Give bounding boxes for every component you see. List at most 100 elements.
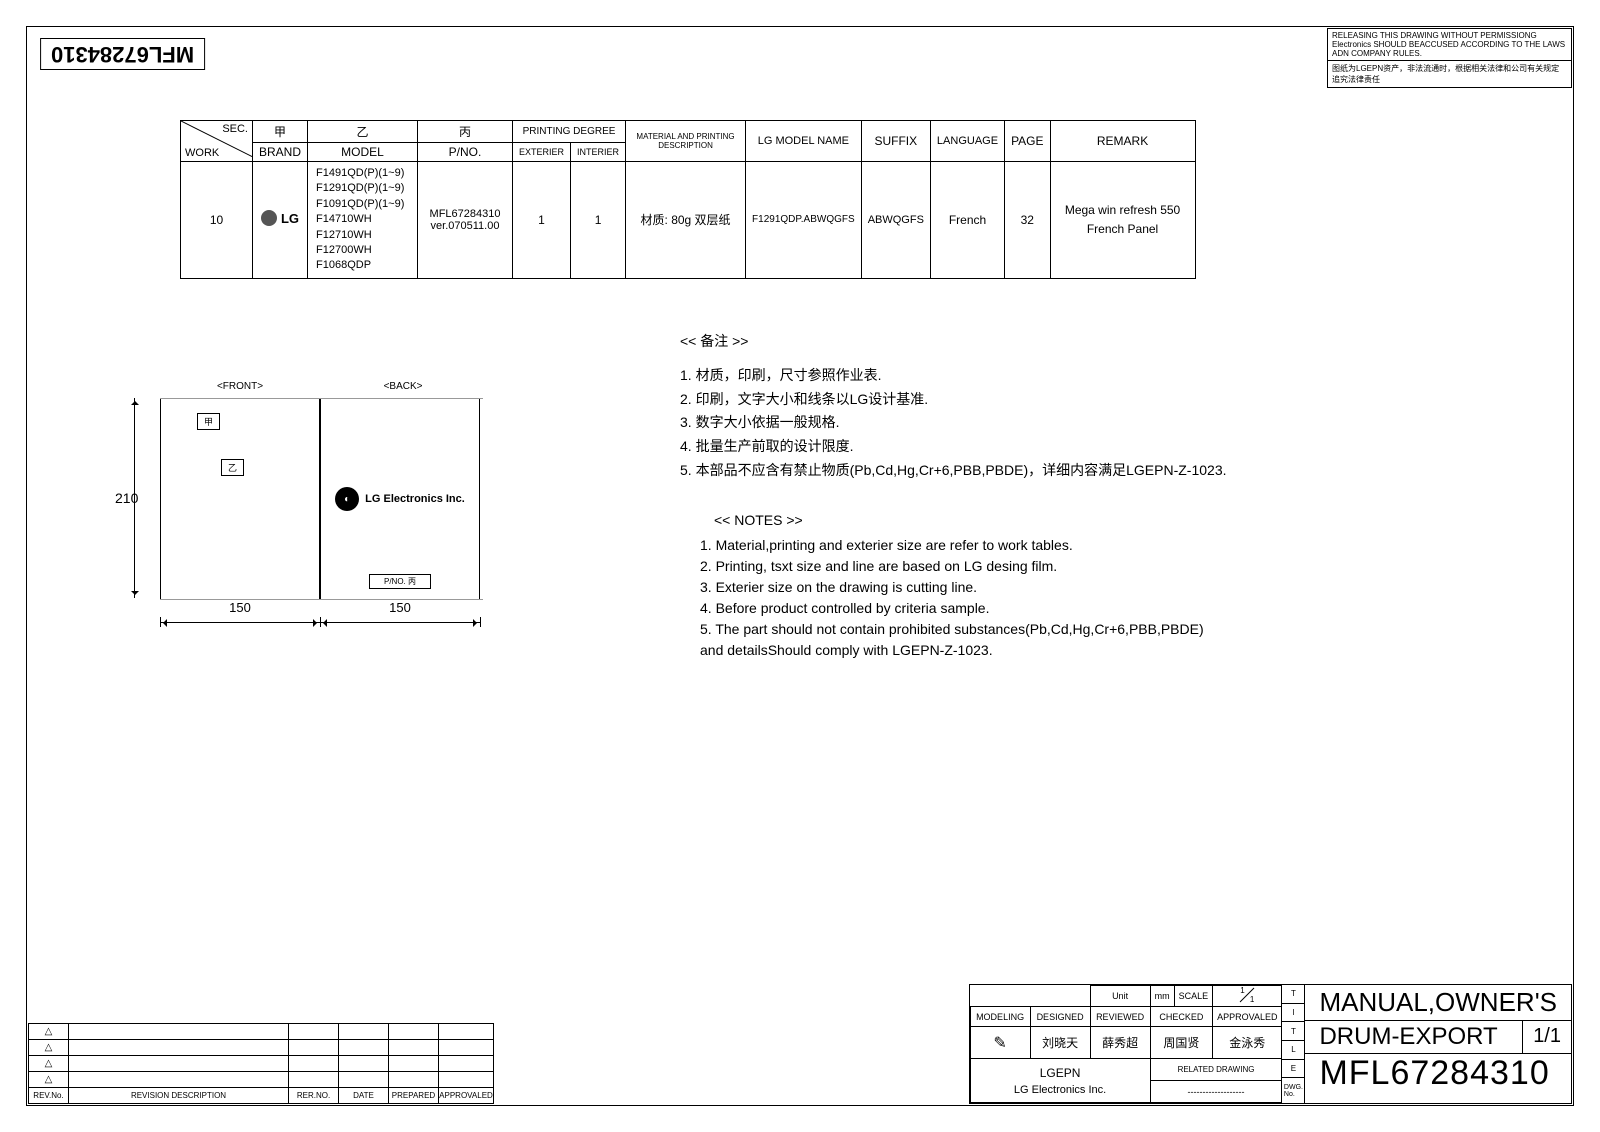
hdr-yi: 乙	[308, 121, 418, 143]
n-approvaled: 金泳秀	[1213, 1027, 1282, 1059]
hdr-pno: P/NO.	[418, 143, 513, 162]
title-r1: MANUAL,OWNER'S	[1305, 985, 1571, 1021]
rev-h5: APPROVALED	[439, 1088, 494, 1104]
label-back: <BACK>	[323, 381, 483, 392]
scale-label: SCALE	[1174, 986, 1213, 1007]
note-en-5: 5. The part should not contain prohibite…	[700, 619, 1204, 640]
legal-cn: 图纸为LGEPN资产，非法流通时，根据相关法律和公司有关规定追究法律责任	[1328, 60, 1571, 87]
note-en-4: 4. Before product controlled by criteria…	[700, 598, 1204, 619]
notes-cn: << 备注 >> 1. 材质，印刷，尺寸参照作业表. 2. 印刷，文字大小和线条…	[680, 330, 1227, 483]
note-cn-3: 3. 数字大小依据一般规格.	[680, 411, 1227, 435]
n-designed: 刘晓天	[1030, 1027, 1090, 1059]
cell-lgmodel: F1291QDP.ABWQGFS	[746, 162, 862, 279]
org-cell: LGEPN LG Electronics Inc.	[970, 1059, 1150, 1103]
cell-suffix: ABWQGFS	[861, 162, 930, 279]
model-4: F12710WH	[316, 228, 409, 243]
cell-pno: MFL67284310 ver.070511.00	[418, 162, 513, 279]
cell-int: 1	[571, 162, 626, 279]
pno-box: P/NO. 丙	[369, 574, 431, 589]
dim-w2: 150	[320, 600, 480, 615]
title-v-col: TITLE DWG. No.	[1282, 984, 1304, 1104]
cell-remark: Mega win refresh 550 French Panel	[1050, 162, 1195, 279]
label-front: <FRONT>	[160, 381, 320, 392]
note-cn-5: 5. 本部品不应含有禁止物质(Pb,Cd,Hg,Cr+6,PBB,PBDE)，详…	[680, 459, 1227, 483]
dwg-label: DWG. No.	[1282, 1078, 1304, 1103]
note-cn-4: 4. 批量生产前取的设计限度.	[680, 435, 1227, 459]
cell-brand: LG	[253, 162, 308, 279]
note-cn-1: 1. 材质，印刷，尺寸参照作业表.	[680, 364, 1227, 388]
box-yi: 乙	[221, 459, 244, 476]
unit-label: Unit	[1090, 986, 1150, 1007]
back-panel: ◐ LG Electronics Inc. P/NO. 丙	[320, 399, 480, 599]
hdr-int: INTERIER	[571, 143, 626, 162]
cell-work: 10	[181, 162, 253, 279]
model-6: F1068QDP	[316, 258, 409, 273]
notes-en: << NOTES >> 1. Material,printing and ext…	[700, 510, 1204, 661]
cell-page: 32	[1005, 162, 1050, 279]
rotated-doc-id: MFL67284310	[40, 38, 205, 70]
note-en-6: and detailsShould comply with LGEPN-Z-10…	[700, 640, 1204, 661]
note-en-2: 2. Printing, tsxt size and line are base…	[700, 556, 1204, 577]
hdr-model: MODEL	[308, 143, 418, 162]
brand-text: LG	[281, 211, 299, 226]
rev-h0: REV.No.	[29, 1088, 69, 1104]
hdr-jia: 甲	[253, 121, 308, 143]
n-reviewed: 薛秀超	[1090, 1027, 1150, 1059]
front-panel: 甲 乙	[160, 399, 320, 599]
hdr-bing: 丙	[418, 121, 513, 143]
hdr-suffix: SUFFIX	[861, 121, 930, 162]
legal-en: RELEASING THIS DRAWING WITHOUT PERMISSIO…	[1328, 29, 1571, 60]
n-modeling: ✎	[970, 1027, 1030, 1059]
h-designed: DESIGNED	[1030, 1007, 1090, 1027]
lg-logo-icon	[261, 210, 277, 226]
legal-notice: RELEASING THIS DRAWING WITHOUT PERMISSIO…	[1327, 28, 1572, 88]
org2: LG Electronics Inc.	[975, 1084, 1146, 1096]
rev-h2: RER.NO.	[289, 1088, 339, 1104]
diag-header: SEC. WORK	[181, 121, 253, 162]
rev-h1: REVISION DESCRIPTION	[69, 1088, 289, 1104]
lg-circle-icon: ◐	[335, 487, 359, 511]
related-val: -------------------	[1150, 1081, 1282, 1103]
cell-lang: French	[930, 162, 1004, 279]
rev-h4: PREPARED	[389, 1088, 439, 1104]
title-r2a: DRUM-EXPORT	[1305, 1021, 1522, 1053]
h-modeling: MODELING	[970, 1007, 1030, 1027]
notes-en-title: << NOTES >>	[714, 510, 1204, 531]
hdr-sec: SEC.	[222, 123, 248, 135]
dim-w1: 150	[160, 600, 320, 615]
unit-val: mm	[1150, 986, 1174, 1007]
hdr-ext: EXTERIER	[513, 143, 571, 162]
h-approvaled: APPROVALED	[1213, 1007, 1282, 1027]
hdr-lgmodel: LG MODEL NAME	[746, 121, 862, 162]
title-r2b: 1/1	[1522, 1021, 1571, 1053]
title-r3: MFL67284310	[1305, 1054, 1571, 1093]
note-cn-2: 2. 印刷，文字大小和线条以LG设计基准.	[680, 388, 1227, 412]
model-3: F14710WH	[316, 212, 409, 227]
panel-drawing: <FRONT> <BACK> 210 甲 乙 ◐ LG Electronics …	[160, 380, 483, 638]
lge-text: LG Electronics Inc.	[365, 493, 465, 505]
box-jia: 甲	[197, 413, 220, 430]
notes-cn-title: << 备注 >>	[680, 330, 1227, 354]
revision-table: △ △ △ △ REV.No. REVISION DESCRIPTION RER…	[28, 1023, 494, 1104]
note-en-1: 1. Material,printing and exterier size a…	[700, 535, 1204, 556]
org1: LGEPN	[975, 1066, 1146, 1080]
hdr-brand: BRAND	[253, 143, 308, 162]
model-5: F12700WH	[316, 243, 409, 258]
related-label: RELATED DRAWING	[1150, 1059, 1282, 1081]
rev-h3: DATE	[339, 1088, 389, 1104]
hdr-remark: REMARK	[1050, 121, 1195, 162]
title-block: Unit mm SCALE 1 1 MODELING DESIGNED REVI…	[969, 984, 1572, 1104]
n-checked: 周国贤	[1150, 1027, 1213, 1059]
hdr-page: PAGE	[1005, 121, 1050, 162]
h-checked: CHECKED	[1150, 1007, 1213, 1027]
spec-table: SEC. WORK 甲 乙 丙 PRINTING DEGREE MATERIAL…	[180, 120, 1196, 279]
cell-material: 材质: 80g 双层纸	[626, 162, 746, 279]
cell-ext: 1	[513, 162, 571, 279]
model-2: F1091QD(P)(1~9)	[316, 197, 409, 212]
h-reviewed: REVIEWED	[1090, 1007, 1150, 1027]
hdr-lang: LANGUAGE	[930, 121, 1004, 162]
hdr-material: MATERIAL AND PRINTING DESCRIPTION	[626, 121, 746, 162]
hdr-printing: PRINTING DEGREE	[513, 121, 626, 143]
cell-models: F1491QD(P)(1~9) F1291QD(P)(1~9) F1091QD(…	[308, 162, 418, 279]
model-0: F1491QD(P)(1~9)	[316, 166, 409, 181]
